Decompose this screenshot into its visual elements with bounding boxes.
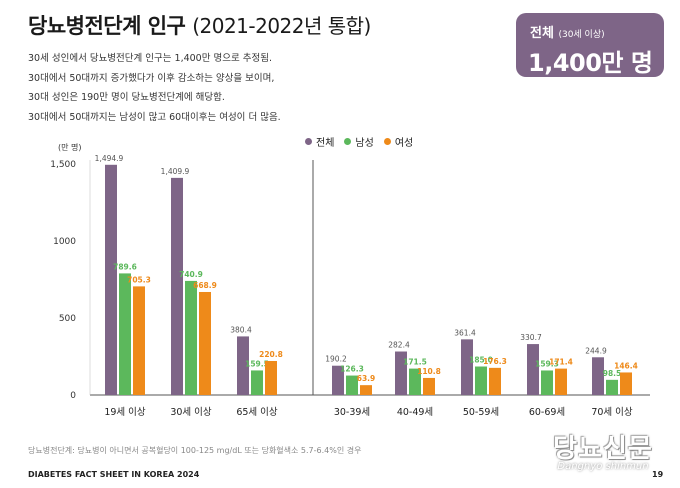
data-label-total: 361.4 [454,328,476,337]
bar-female [133,286,145,395]
bar-male [185,280,197,395]
bar-total [592,357,604,395]
title-years: (2021-2022년 통합) [192,14,371,38]
legend-label-total: 전체 [316,138,335,149]
bar-female [555,368,567,395]
bar-total [332,365,344,395]
bar-total [395,351,407,395]
x-tick-label: 19세 이상 [104,407,146,418]
data-label-male: 789.6 [113,262,137,271]
bar-male [541,370,553,395]
data-label-female: 176.3 [483,357,507,366]
bar-male [251,370,263,395]
legend-swatch-total [305,138,312,145]
bar-male [475,366,487,395]
bar-female [620,372,632,395]
bar-female [360,385,372,395]
bar-female [265,360,277,395]
data-label-total: 380.4 [230,325,252,334]
data-label-female: 171.4 [549,358,573,367]
description-line: 30세 성인에서 당뇨병전단계 인구는 1,400만 명으로 추정됨. [28,53,272,64]
description-line: 30대에서 50대까지는 남성이 많고 60대이후는 여성이 더 많음. [28,111,281,123]
data-label-female: 146.4 [614,361,638,370]
x-tick-label: 30-39세 [334,407,370,418]
x-tick-label: 70세 이상 [591,407,633,418]
description: 30세 성인에서 당뇨병전단계 인구는 1,400만 명으로 추정됨. 30대에… [28,49,498,127]
x-tick-label: 40-49세 [397,407,433,418]
bar-male [606,379,618,395]
data-label-male: 159.5 [245,359,269,368]
x-tick-label: 30세 이상 [170,407,212,418]
logo-english: Dangnyo shinmun [557,461,649,472]
x-tick-label: 50-59세 [463,407,499,418]
y-tick-label: 1000 [53,237,76,247]
data-label-male: 126.3 [340,365,364,374]
bar-female [423,377,435,395]
bar-total [237,336,249,395]
footer-title: DIABETES FACT SHEET IN KOREA 2024 [28,470,200,479]
data-label-total: 1,409.9 [161,167,190,176]
title-main: 당뇨병전단계 인구 [28,14,186,38]
page-number: 19 [652,470,664,479]
description-line: 30대에서 50대까지 증가했다가 이후 감소하는 양상을 보이며, [28,72,275,84]
legend-swatch-female [383,138,391,145]
bar-female [199,291,211,395]
data-label-total: 244.9 [585,346,607,355]
logo-korean: 당뇨신문 [553,434,653,464]
description-line: 30대 성인은 190만 명이 당뇨병전단계에 해당함. [28,92,225,103]
data-label-male: 159.3 [535,359,559,368]
legend-item-male: 남성 [344,134,374,149]
legend-item-total: 전체 [305,134,334,149]
y-tick-label: 500 [59,314,76,324]
bar-male [119,273,131,395]
data-label-total: 190.2 [325,355,347,364]
bar-female [489,367,501,395]
data-label-male: 740.9 [179,270,203,279]
legend-item-female: 여성 [383,134,414,149]
footnote: 당뇨병전단계: 당뇨병이 아니면서 공복혈당이 100-125 mg/dL 또는… [28,446,362,455]
legend-label-female: 여성 [394,138,414,149]
data-label-male: 171.5 [403,358,427,367]
total-sublabel: (30세 이상) [558,30,605,40]
y-axis-label: (만 명) [58,142,82,152]
y-tick-label: 0 [70,391,76,401]
bar-male [409,368,421,395]
total-value: 1,400만 명 [528,49,653,77]
bar-total [171,177,183,395]
x-tick-label: 65세 이상 [236,407,278,418]
watermark-logo: 당뇨신문 Dangnyo shinmun [540,428,666,472]
legend-label-male: 남성 [355,138,374,149]
y-tick-label: 1,500 [50,160,76,170]
bar-total [527,344,539,395]
legend-swatch-male [344,138,352,145]
total-label-line: 전체 (30세 이상) [530,22,605,41]
data-label-male: 98.5 [603,369,622,378]
data-label-total: 330.7 [520,333,542,342]
bar-total [461,339,473,395]
x-tick-label: 60-69세 [529,407,565,418]
bar-male [346,375,358,395]
data-label-total: 1,494.9 [95,154,124,163]
total-label: 전체 [530,26,554,41]
data-label-female: 220.8 [259,350,283,359]
data-label-female: 63.9 [357,374,376,383]
data-label-female: 110.8 [417,367,441,376]
data-label-total: 282.4 [388,341,410,350]
data-label-male: 185.0 [469,356,493,365]
bar-total [105,164,117,395]
data-label-female: 705.3 [127,275,151,284]
chart-legend: 전체 남성 여성 [305,134,413,149]
page-title: 당뇨병전단계 인구 (2021-2022년 통합) [28,10,371,40]
data-label-female: 668.9 [193,281,217,290]
total-summary-box: 전체 (30세 이상) 1,400만 명 [516,13,664,77]
